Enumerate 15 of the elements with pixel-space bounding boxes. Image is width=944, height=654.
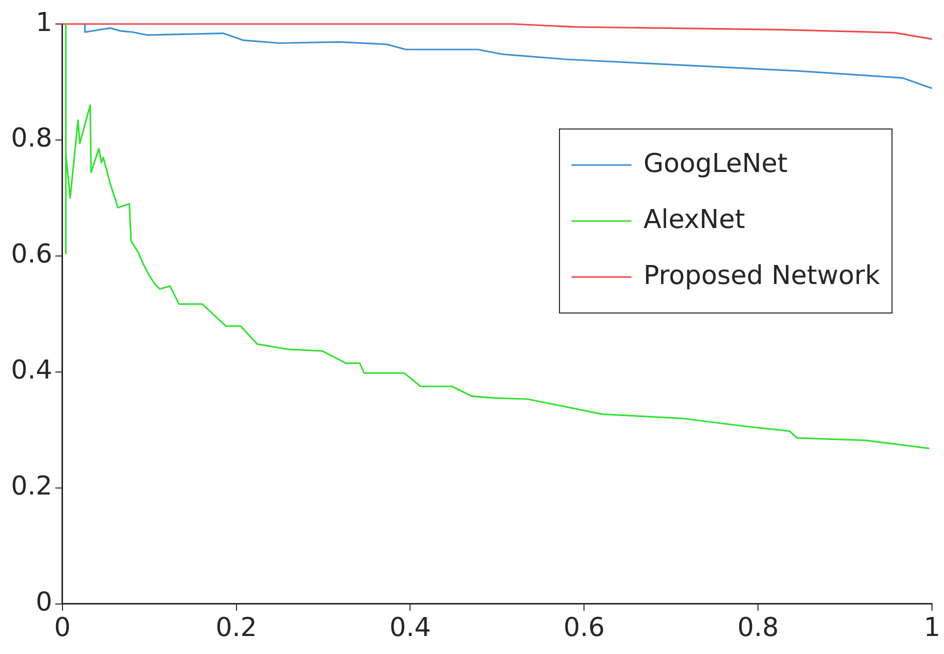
y-tick-label: 0.6 (10, 240, 52, 270)
y-tick-label: 0.8 (10, 124, 52, 154)
y-tick-label: 0.4 (10, 356, 52, 386)
y-tick-label: 0 (36, 588, 52, 618)
x-tick-label: 0.2 (216, 613, 257, 644)
x-tick-label: 0.6 (563, 613, 605, 644)
y-tick-label: 1 (36, 8, 52, 38)
y-tick-label: 0.2 (10, 472, 52, 502)
legend-label: Proposed Network (643, 260, 880, 291)
x-tick-label: 0 (54, 613, 71, 644)
x-tick-label: 1 (924, 613, 940, 644)
x-tick-label: 0.4 (390, 613, 431, 644)
legend-label: GoogLeNet (643, 148, 788, 179)
legend-label: AlexNet (643, 204, 746, 235)
x-tick-label: 0.8 (737, 613, 779, 644)
